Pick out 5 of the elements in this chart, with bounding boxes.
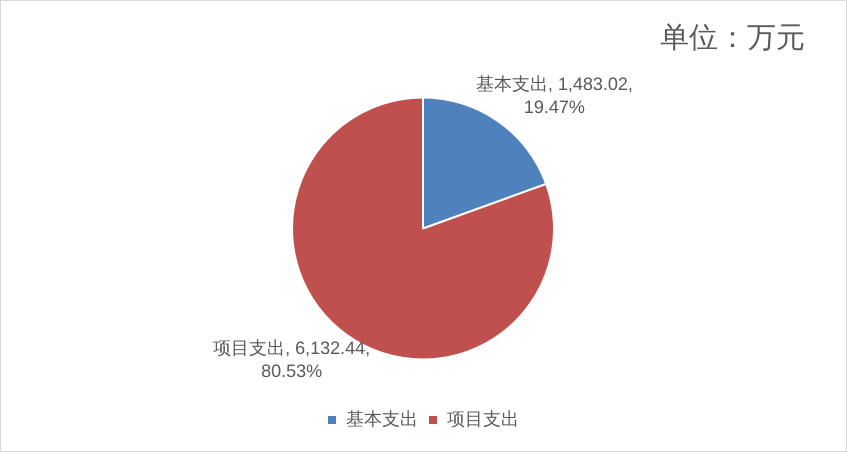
- legend-label: 基本支出: [346, 408, 418, 429]
- text: 单位：万元: [660, 22, 805, 54]
- data-label: 基本支出, 1,483.02, 19.47%: [476, 74, 633, 118]
- legend-label: 项目支出: [447, 408, 519, 429]
- data-label: 项目支出, 6,132.44, 80.53%: [213, 338, 370, 381]
